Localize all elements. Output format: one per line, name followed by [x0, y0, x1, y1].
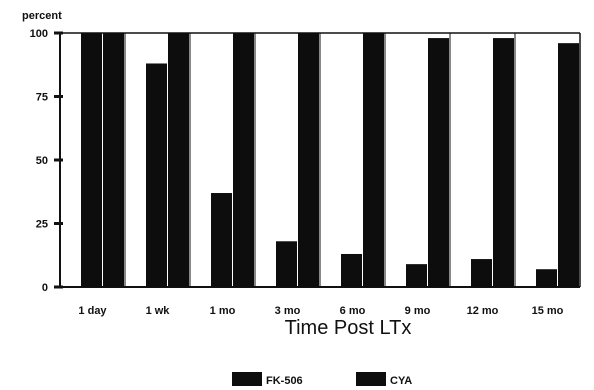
bar-fk506 [471, 259, 492, 287]
legend-label-fk506: FK-506 [266, 375, 303, 387]
y-tick-label: 100 [30, 28, 48, 40]
bar-fk506 [406, 264, 427, 287]
y-tick-label: 50 [36, 155, 48, 167]
y-tick-label: 25 [36, 219, 48, 231]
bars [81, 33, 579, 288]
bar-fk506 [146, 63, 167, 288]
y-tick-label: 0 [42, 282, 48, 294]
legend-label-cya: CYA [390, 375, 412, 387]
x-tick-label: 12 mo [467, 305, 499, 317]
legend-swatch-fk506 [232, 372, 262, 386]
bar-fk506 [341, 253, 362, 287]
legend-swatch-cya [356, 372, 386, 386]
x-tick-label: 1 day [78, 305, 107, 317]
bar-cya [103, 33, 124, 287]
bar-cya [168, 33, 189, 287]
x-tick-label: 1 wk [146, 305, 171, 317]
bar-cya [363, 33, 384, 287]
y-axis-label: percent [22, 10, 62, 22]
bar-cya [493, 38, 514, 287]
bar-cya [233, 33, 254, 287]
x-tick-label: 15 mo [532, 305, 564, 317]
bar-cya [558, 43, 579, 287]
bar-fk506 [81, 33, 102, 287]
ticks: 0 25 50 75 100 1 day 1 wk 1 mo 3 mo 6 mo 9 mo 12 mo… [30, 28, 564, 317]
x-tick-label: 6 mo [340, 305, 366, 317]
bar-cya [298, 33, 319, 287]
x-axis-label: Time Post LTx [285, 317, 412, 339]
bar-fk506 [536, 269, 557, 287]
bar-cya [428, 38, 449, 287]
x-tick-label: 9 mo [405, 305, 431, 317]
legend: FK-506 CYA [232, 372, 412, 387]
x-tick-label: 3 mo [275, 305, 301, 317]
y-tick-label: 75 [36, 92, 48, 104]
bar-fk506 [211, 193, 232, 287]
x-tick-label: 1 mo [210, 305, 236, 317]
bar-fk506 [276, 241, 297, 287]
